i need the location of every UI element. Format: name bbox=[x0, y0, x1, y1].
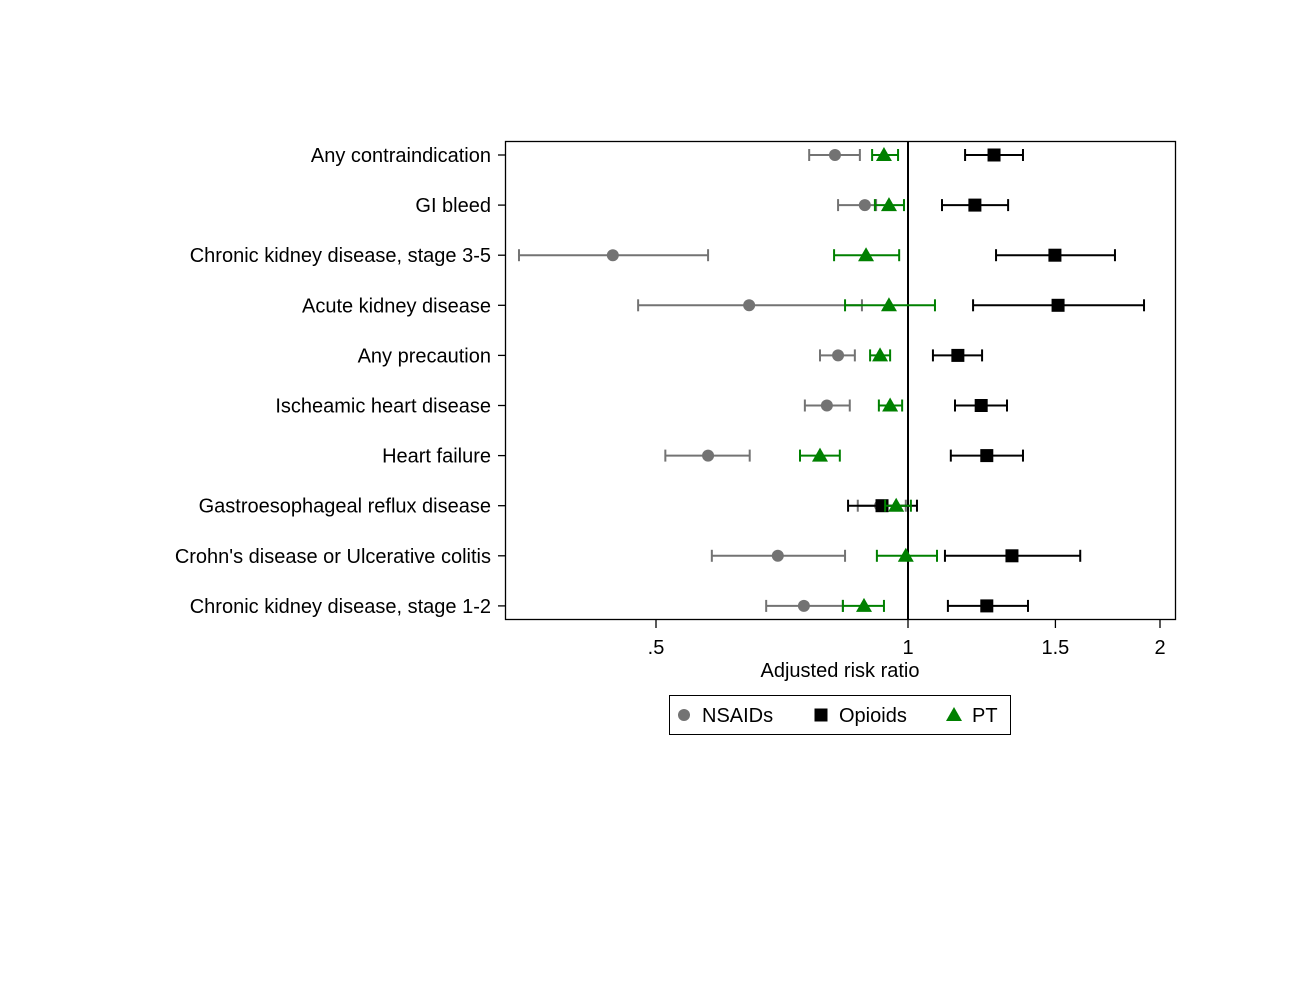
y-tick-label: Crohn's disease or Ulcerative colitis bbox=[175, 546, 491, 568]
legend: NSAIDs Opioids PT bbox=[669, 695, 1011, 735]
point-estimate bbox=[987, 148, 1001, 162]
point-estimate bbox=[875, 147, 892, 161]
point-estimate bbox=[980, 449, 994, 463]
x-tick-label: 2 bbox=[1154, 637, 1165, 659]
series-nsaids bbox=[517, 149, 907, 612]
y-tick-label: Chronic kidney disease, stage 1-2 bbox=[190, 596, 491, 618]
point-estimate bbox=[974, 399, 988, 412]
legend-marker-circle bbox=[678, 709, 690, 721]
point-estimate bbox=[797, 599, 810, 612]
point-estimate bbox=[832, 349, 845, 362]
y-tick-label: GI bleed bbox=[415, 195, 491, 217]
plot-frame bbox=[504, 140, 1177, 621]
point-estimate bbox=[828, 149, 841, 161]
legend-label: NSAIDs bbox=[702, 705, 773, 727]
x-tick-label: 1 bbox=[902, 637, 913, 659]
legend-marker-square bbox=[814, 708, 828, 722]
point-estimate bbox=[897, 547, 914, 562]
point-estimate bbox=[968, 198, 982, 212]
series-opioids bbox=[847, 148, 1146, 613]
legend-marker-triangle bbox=[946, 707, 962, 721]
series-pt bbox=[799, 147, 938, 612]
point-estimate bbox=[882, 397, 899, 412]
y-tick-label: Ischeamic heart disease bbox=[275, 396, 491, 418]
legend-label: PT bbox=[972, 705, 998, 727]
y-tick-label: Gastroesophageal reflux disease bbox=[199, 496, 491, 518]
y-tick-label: Chronic kidney disease, stage 3-5 bbox=[190, 245, 491, 267]
x-tick-label: 1.5 bbox=[1042, 637, 1070, 659]
point-estimate bbox=[858, 247, 875, 262]
point-estimate bbox=[880, 197, 897, 212]
point-estimate bbox=[858, 199, 871, 212]
legend-label: Opioids bbox=[839, 705, 907, 727]
point-estimate bbox=[820, 399, 833, 412]
point-estimate bbox=[980, 599, 994, 613]
point-estimate bbox=[855, 597, 872, 612]
point-estimate bbox=[771, 549, 784, 562]
y-tick-label: Acute kidney disease bbox=[302, 295, 491, 317]
y-tick-label: Any precaution bbox=[358, 345, 491, 367]
point-estimate bbox=[872, 347, 889, 362]
point-estimate bbox=[888, 497, 905, 512]
legend-box bbox=[669, 695, 1011, 735]
point-estimate bbox=[951, 348, 965, 362]
x-tick-label: .5 bbox=[648, 637, 665, 659]
point-estimate bbox=[1048, 248, 1062, 262]
point-estimate bbox=[606, 249, 619, 262]
point-estimate bbox=[1051, 298, 1065, 312]
x-axis-label: Adjusted risk ratio bbox=[761, 660, 920, 682]
point-estimate bbox=[702, 449, 715, 462]
point-estimate bbox=[743, 299, 756, 312]
point-estimate bbox=[811, 447, 828, 462]
point-estimate bbox=[1005, 549, 1019, 563]
point-estimate bbox=[880, 297, 897, 312]
y-tick-label: Heart failure bbox=[382, 446, 491, 468]
y-tick-label: Any contraindication bbox=[311, 145, 491, 167]
